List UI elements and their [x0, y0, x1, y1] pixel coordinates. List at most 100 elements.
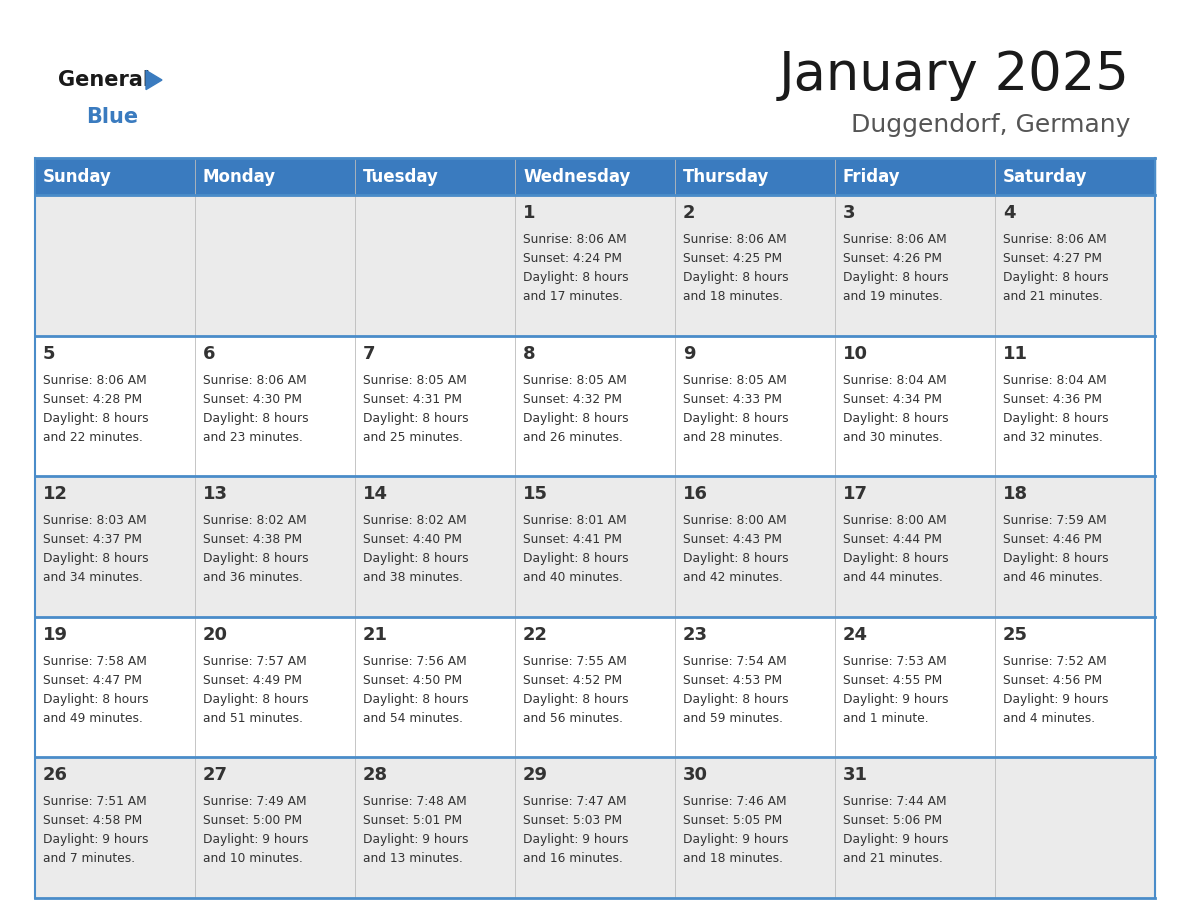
- Bar: [675, 195, 835, 336]
- Text: 8: 8: [523, 344, 536, 363]
- Text: Sunrise: 8:04 AM
Sunset: 4:36 PM
Daylight: 8 hours
and 32 minutes.: Sunrise: 8:04 AM Sunset: 4:36 PM Dayligh…: [1003, 374, 1108, 443]
- Text: 14: 14: [364, 486, 388, 503]
- Text: Sunrise: 8:05 AM
Sunset: 4:31 PM
Daylight: 8 hours
and 25 minutes.: Sunrise: 8:05 AM Sunset: 4:31 PM Dayligh…: [364, 374, 468, 443]
- Text: 22: 22: [523, 626, 548, 644]
- Text: 23: 23: [683, 626, 708, 644]
- Bar: [355, 757, 516, 898]
- Text: Sunrise: 7:54 AM
Sunset: 4:53 PM
Daylight: 8 hours
and 59 minutes.: Sunrise: 7:54 AM Sunset: 4:53 PM Dayligh…: [683, 655, 789, 725]
- Text: Sunrise: 7:59 AM
Sunset: 4:46 PM
Daylight: 8 hours
and 46 minutes.: Sunrise: 7:59 AM Sunset: 4:46 PM Dayligh…: [1003, 514, 1108, 584]
- Bar: [835, 617, 996, 757]
- Text: Sunrise: 7:52 AM
Sunset: 4:56 PM
Daylight: 9 hours
and 4 minutes.: Sunrise: 7:52 AM Sunset: 4:56 PM Dayligh…: [1003, 655, 1108, 725]
- Text: Sunrise: 8:00 AM
Sunset: 4:44 PM
Daylight: 8 hours
and 44 minutes.: Sunrise: 8:00 AM Sunset: 4:44 PM Dayligh…: [843, 514, 949, 584]
- Text: Sunrise: 8:05 AM
Sunset: 4:33 PM
Daylight: 8 hours
and 28 minutes.: Sunrise: 8:05 AM Sunset: 4:33 PM Dayligh…: [683, 374, 789, 443]
- Bar: [34, 195, 195, 336]
- Text: 17: 17: [843, 486, 868, 503]
- Bar: [516, 336, 675, 476]
- Bar: [675, 336, 835, 476]
- Text: 21: 21: [364, 626, 388, 644]
- Bar: [195, 158, 355, 195]
- Text: General: General: [58, 70, 150, 90]
- Text: Sunrise: 7:49 AM
Sunset: 5:00 PM
Daylight: 9 hours
and 10 minutes.: Sunrise: 7:49 AM Sunset: 5:00 PM Dayligh…: [203, 795, 309, 866]
- Text: 31: 31: [843, 767, 868, 784]
- Text: Sunrise: 7:48 AM
Sunset: 5:01 PM
Daylight: 9 hours
and 13 minutes.: Sunrise: 7:48 AM Sunset: 5:01 PM Dayligh…: [364, 795, 468, 866]
- Text: 13: 13: [203, 486, 228, 503]
- Bar: [675, 158, 835, 195]
- Text: 5: 5: [43, 344, 56, 363]
- Bar: [675, 476, 835, 617]
- Bar: [516, 195, 675, 336]
- Bar: [996, 158, 1155, 195]
- Text: Sunrise: 8:02 AM
Sunset: 4:40 PM
Daylight: 8 hours
and 38 minutes.: Sunrise: 8:02 AM Sunset: 4:40 PM Dayligh…: [364, 514, 468, 584]
- Text: Sunrise: 7:58 AM
Sunset: 4:47 PM
Daylight: 8 hours
and 49 minutes.: Sunrise: 7:58 AM Sunset: 4:47 PM Dayligh…: [43, 655, 148, 725]
- Text: Sunrise: 8:06 AM
Sunset: 4:27 PM
Daylight: 8 hours
and 21 minutes.: Sunrise: 8:06 AM Sunset: 4:27 PM Dayligh…: [1003, 233, 1108, 303]
- Bar: [34, 617, 195, 757]
- Text: Wednesday: Wednesday: [523, 167, 631, 185]
- Text: Sunrise: 7:51 AM
Sunset: 4:58 PM
Daylight: 9 hours
and 7 minutes.: Sunrise: 7:51 AM Sunset: 4:58 PM Dayligh…: [43, 795, 148, 866]
- Text: 11: 11: [1003, 344, 1028, 363]
- Bar: [516, 158, 675, 195]
- Text: 18: 18: [1003, 486, 1028, 503]
- Text: Sunrise: 7:47 AM
Sunset: 5:03 PM
Daylight: 9 hours
and 16 minutes.: Sunrise: 7:47 AM Sunset: 5:03 PM Dayligh…: [523, 795, 628, 866]
- Text: 20: 20: [203, 626, 228, 644]
- Bar: [355, 336, 516, 476]
- Bar: [195, 757, 355, 898]
- Text: Sunrise: 8:02 AM
Sunset: 4:38 PM
Daylight: 8 hours
and 36 minutes.: Sunrise: 8:02 AM Sunset: 4:38 PM Dayligh…: [203, 514, 309, 584]
- Text: 24: 24: [843, 626, 868, 644]
- Text: Sunday: Sunday: [43, 167, 112, 185]
- Text: Sunrise: 8:00 AM
Sunset: 4:43 PM
Daylight: 8 hours
and 42 minutes.: Sunrise: 8:00 AM Sunset: 4:43 PM Dayligh…: [683, 514, 789, 584]
- Text: Saturday: Saturday: [1003, 167, 1087, 185]
- Text: Monday: Monday: [203, 167, 276, 185]
- Text: Sunrise: 8:06 AM
Sunset: 4:30 PM
Daylight: 8 hours
and 23 minutes.: Sunrise: 8:06 AM Sunset: 4:30 PM Dayligh…: [203, 374, 309, 443]
- Bar: [195, 617, 355, 757]
- Text: 9: 9: [683, 344, 695, 363]
- Text: 15: 15: [523, 486, 548, 503]
- Text: 10: 10: [843, 344, 868, 363]
- Text: Sunrise: 8:03 AM
Sunset: 4:37 PM
Daylight: 8 hours
and 34 minutes.: Sunrise: 8:03 AM Sunset: 4:37 PM Dayligh…: [43, 514, 148, 584]
- Text: 16: 16: [683, 486, 708, 503]
- Text: 30: 30: [683, 767, 708, 784]
- Text: 6: 6: [203, 344, 215, 363]
- Text: 3: 3: [843, 204, 855, 222]
- Text: Sunrise: 7:57 AM
Sunset: 4:49 PM
Daylight: 8 hours
and 51 minutes.: Sunrise: 7:57 AM Sunset: 4:49 PM Dayligh…: [203, 655, 309, 725]
- Bar: [996, 617, 1155, 757]
- Text: 19: 19: [43, 626, 68, 644]
- Text: Sunrise: 8:05 AM
Sunset: 4:32 PM
Daylight: 8 hours
and 26 minutes.: Sunrise: 8:05 AM Sunset: 4:32 PM Dayligh…: [523, 374, 628, 443]
- Text: 4: 4: [1003, 204, 1016, 222]
- Text: Sunrise: 8:06 AM
Sunset: 4:28 PM
Daylight: 8 hours
and 22 minutes.: Sunrise: 8:06 AM Sunset: 4:28 PM Dayligh…: [43, 374, 148, 443]
- Bar: [516, 617, 675, 757]
- Bar: [996, 757, 1155, 898]
- Bar: [195, 476, 355, 617]
- Bar: [996, 476, 1155, 617]
- Bar: [34, 158, 195, 195]
- Text: 2: 2: [683, 204, 695, 222]
- Text: Sunrise: 7:44 AM
Sunset: 5:06 PM
Daylight: 9 hours
and 21 minutes.: Sunrise: 7:44 AM Sunset: 5:06 PM Dayligh…: [843, 795, 948, 866]
- Bar: [835, 158, 996, 195]
- Text: Tuesday: Tuesday: [364, 167, 438, 185]
- Text: 27: 27: [203, 767, 228, 784]
- Bar: [835, 476, 996, 617]
- Text: Sunrise: 8:06 AM
Sunset: 4:25 PM
Daylight: 8 hours
and 18 minutes.: Sunrise: 8:06 AM Sunset: 4:25 PM Dayligh…: [683, 233, 789, 303]
- Text: January 2025: January 2025: [779, 49, 1130, 101]
- Bar: [34, 336, 195, 476]
- Text: 29: 29: [523, 767, 548, 784]
- Bar: [355, 158, 516, 195]
- Text: Sunrise: 7:56 AM
Sunset: 4:50 PM
Daylight: 8 hours
and 54 minutes.: Sunrise: 7:56 AM Sunset: 4:50 PM Dayligh…: [364, 655, 468, 725]
- Bar: [195, 336, 355, 476]
- Text: 12: 12: [43, 486, 68, 503]
- Text: 26: 26: [43, 767, 68, 784]
- Text: Sunrise: 7:46 AM
Sunset: 5:05 PM
Daylight: 9 hours
and 18 minutes.: Sunrise: 7:46 AM Sunset: 5:05 PM Dayligh…: [683, 795, 789, 866]
- Bar: [675, 757, 835, 898]
- Bar: [355, 476, 516, 617]
- Bar: [355, 195, 516, 336]
- Text: Sunrise: 8:06 AM
Sunset: 4:26 PM
Daylight: 8 hours
and 19 minutes.: Sunrise: 8:06 AM Sunset: 4:26 PM Dayligh…: [843, 233, 949, 303]
- Bar: [835, 195, 996, 336]
- Bar: [355, 617, 516, 757]
- Text: 1: 1: [523, 204, 536, 222]
- Bar: [835, 757, 996, 898]
- Bar: [195, 195, 355, 336]
- Text: 25: 25: [1003, 626, 1028, 644]
- Text: Sunrise: 8:04 AM
Sunset: 4:34 PM
Daylight: 8 hours
and 30 minutes.: Sunrise: 8:04 AM Sunset: 4:34 PM Dayligh…: [843, 374, 949, 443]
- Bar: [996, 336, 1155, 476]
- Text: Sunrise: 8:01 AM
Sunset: 4:41 PM
Daylight: 8 hours
and 40 minutes.: Sunrise: 8:01 AM Sunset: 4:41 PM Dayligh…: [523, 514, 628, 584]
- Text: 28: 28: [364, 767, 388, 784]
